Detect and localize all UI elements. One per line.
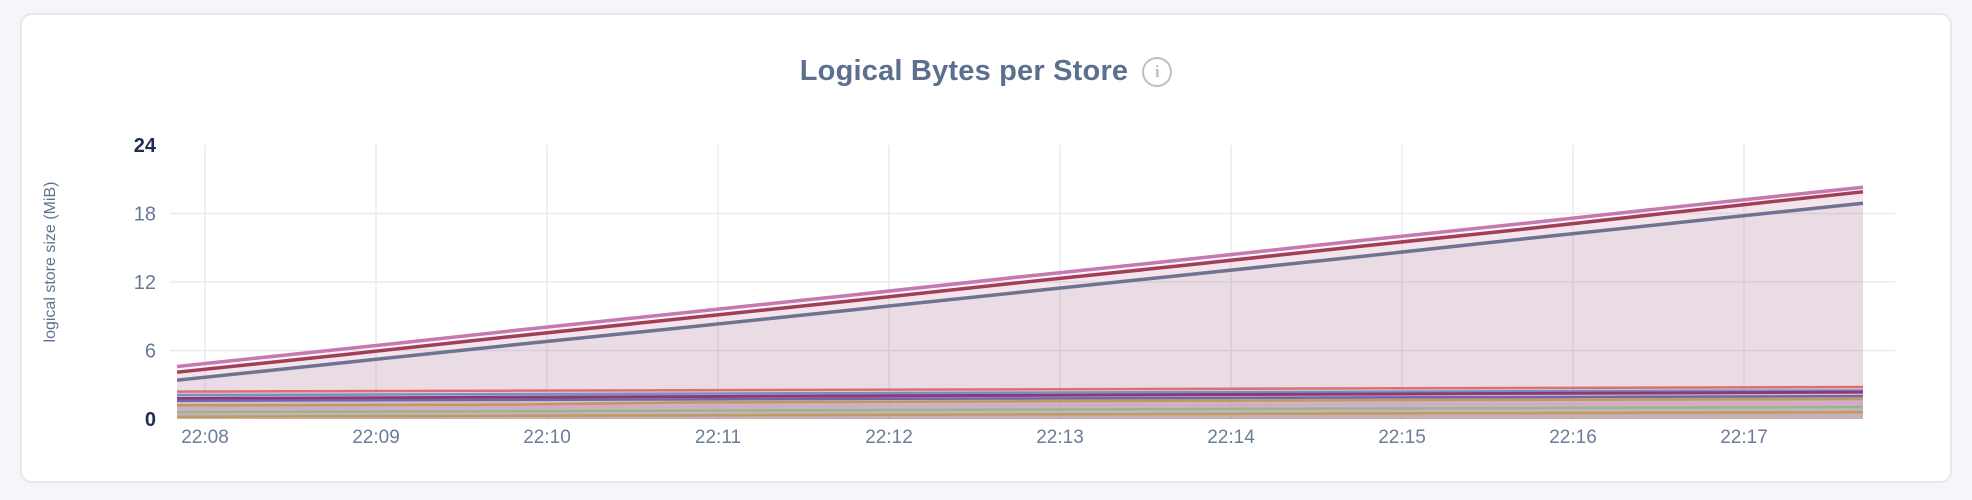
x-tick-label: 22:14 xyxy=(1207,427,1255,448)
series-line-store-rising-1 xyxy=(176,185,1864,369)
y-tick-label: 0 xyxy=(145,409,156,431)
x-tick-label: 22:15 xyxy=(1378,427,1426,448)
x-tick-label: 22:17 xyxy=(1720,427,1768,448)
series-line-store-flat-tan2 xyxy=(176,410,1864,418)
series-line-store-rising-3 xyxy=(176,201,1864,382)
series-area-store-rising-1 xyxy=(177,187,1863,419)
info-icon[interactable]: i xyxy=(1142,56,1173,87)
y-tick-label: 24 xyxy=(134,135,157,157)
x-tick-label: 22:08 xyxy=(181,427,229,448)
x-tick-label: 22:11 xyxy=(695,427,741,448)
series-line-store-flat-pink xyxy=(176,401,1864,410)
chart-title: Logical Bytes per Store xyxy=(799,55,1129,87)
series-line-store-rising-2 xyxy=(176,190,1864,374)
series-line-store-flat-magenta xyxy=(176,390,1864,400)
x-tick-label: 22:09 xyxy=(352,427,400,448)
y-tick-label: 12 xyxy=(134,272,156,294)
chart-header: Logical Bytes per Store i xyxy=(22,55,1950,88)
series-line-store-flat-purple xyxy=(176,394,1864,402)
y-tick-label: 6 xyxy=(145,341,156,363)
series-line-store-flat-tan xyxy=(176,397,1864,407)
x-tick-label: 22:13 xyxy=(1036,427,1084,448)
y-tick-label: 18 xyxy=(134,204,156,226)
x-tick-label: 22:12 xyxy=(865,427,913,448)
y-axis-label: logical store size (MiB) xyxy=(42,182,59,343)
x-tick-label: 22:16 xyxy=(1549,427,1597,448)
series-line-store-flat-blue xyxy=(176,389,1864,397)
series-area-store-rising-3 xyxy=(177,203,1863,419)
x-tick-label: 22:10 xyxy=(523,427,571,448)
series-line-store-flat-salmon xyxy=(176,385,1864,393)
series-line-store-flat-green xyxy=(176,405,1864,414)
